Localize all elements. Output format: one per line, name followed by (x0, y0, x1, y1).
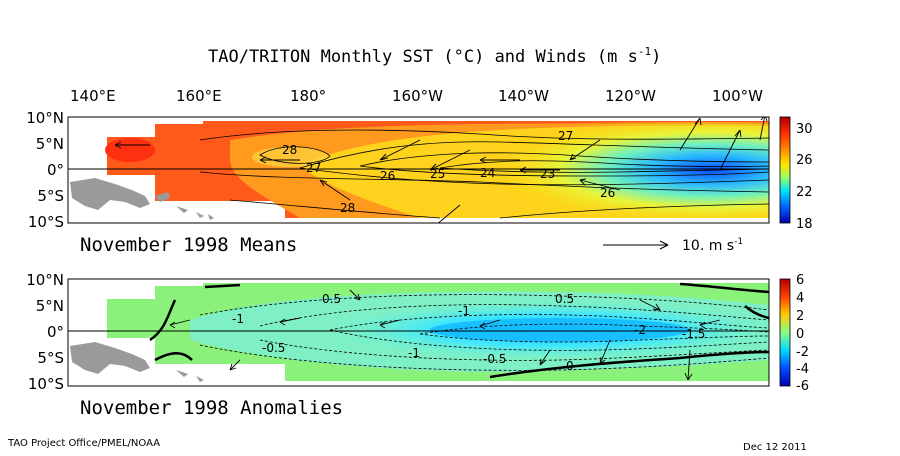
footer-credit: TAO Project Office/PMEL/NOAA (7, 438, 160, 449)
colorbar-tick: 18 (796, 217, 813, 232)
x-tick-label: 140°W (498, 87, 549, 105)
land-new-guinea (70, 178, 150, 210)
y-tick-label: 5°S (37, 187, 64, 205)
anomalies-frame (67, 278, 770, 387)
contour-label: 28 (282, 143, 297, 157)
colorbar-tick: -2 (796, 345, 809, 360)
anomalies-caption: November 1998 Anomalies (80, 397, 343, 419)
land-new-guinea (70, 342, 150, 374)
contour-label: 0.5 (555, 292, 574, 306)
contour-label: 26 (380, 169, 395, 183)
top-x-tick-labels: 140°E 160°E 180° 160°W 140°W 120°W 100°W (70, 87, 763, 105)
x-tick-label: 100°W (712, 87, 763, 105)
x-tick-label: 140°E (70, 87, 116, 105)
y-tick-label: 0° (47, 161, 64, 179)
x-tick-label: 180° (290, 87, 326, 105)
contour-label: -2 (634, 323, 646, 337)
footer-date: Dec 12 2011 (743, 442, 807, 453)
warm-west (105, 138, 155, 162)
land-island (155, 192, 170, 202)
contour-label: 25 (430, 167, 445, 181)
wind-scale-label: 10. m s-1 (682, 237, 743, 254)
contour-label: 0.5 (322, 292, 341, 306)
land-solomon (176, 370, 204, 382)
colorbar-tick: 30 (796, 122, 813, 137)
y-tick-label: 10°S (28, 213, 64, 231)
means-frame (67, 116, 770, 224)
y-tick-label: 0° (47, 323, 64, 341)
contour-label: 27 (306, 161, 321, 175)
contour-label: -0.5 (483, 352, 506, 366)
land-solomon (176, 206, 214, 220)
means-colorbar (779, 116, 791, 224)
means-caption: November 1998 Means (80, 234, 297, 256)
contour-label: -1 (458, 304, 470, 318)
colorbar-tick: 4 (796, 291, 804, 306)
means-panel: 28 27 26 25 24 23 27 26 28 10°N 5°N 0° 5… (26, 109, 812, 256)
contour-label: -0.5 (262, 341, 285, 355)
colorbar-tick: 2 (796, 309, 804, 324)
anomaly-cold-center (430, 318, 690, 342)
wind-scale-arrowhead (659, 240, 669, 250)
anomalies-panel: 0.5 -1 -0.5 -1 -0.5 0.5 -1 -2 -1.5 0 10°… (26, 271, 809, 419)
y-tick-label: 10°N (26, 271, 64, 289)
figure-title: TAO/TRITON Monthly SST (°C) and Winds (m… (208, 45, 661, 67)
x-tick-label: 120°W (605, 87, 656, 105)
contour-label: 27 (558, 129, 573, 143)
colorbar-tick: -6 (796, 379, 809, 394)
colorbar-tick: 0 (796, 327, 804, 342)
contour-label: 26 (600, 186, 615, 200)
x-tick-label: 160°W (392, 87, 443, 105)
contour-label: 0 (566, 359, 574, 373)
x-tick-label: 160°E (176, 87, 222, 105)
contour-label: 28 (340, 201, 355, 215)
contour-label: -1 (408, 346, 420, 360)
contour-label: -1.5 (682, 327, 705, 341)
contour-label: -1 (232, 312, 244, 326)
warm-core (252, 147, 328, 167)
colorbar-tick: 6 (796, 273, 804, 288)
y-tick-label: 5°S (37, 349, 64, 367)
y-tick-label: 5°N (36, 297, 64, 315)
colorbar-tick: 26 (796, 153, 813, 168)
anomalies-colorbar (779, 278, 791, 387)
contour-label: 23 (540, 167, 555, 181)
y-tick-label: 5°N (36, 135, 64, 153)
colorbar-tick: -4 (796, 362, 809, 377)
y-tick-label: 10°S (28, 375, 64, 393)
y-tick-label: 10°N (26, 109, 64, 127)
colorbar-tick: 22 (796, 185, 813, 200)
contour-label: 24 (480, 166, 495, 180)
